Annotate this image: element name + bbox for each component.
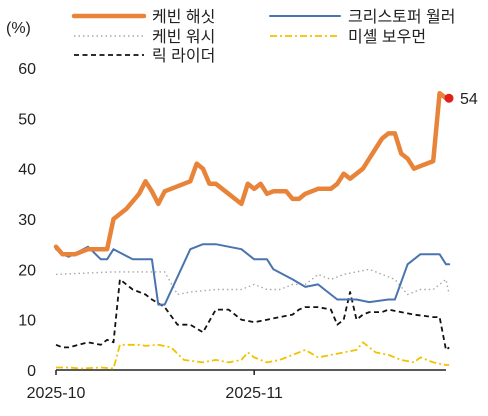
- y-tick-label: 30: [18, 212, 36, 229]
- end-point-marker: [444, 93, 454, 103]
- legend-label: 크리스토퍼 월러: [348, 8, 456, 26]
- x-axis: 2025-10 2025-11: [27, 369, 446, 402]
- series-line: [55, 278, 450, 351]
- y-axis-unit: (%): [6, 20, 31, 37]
- series-line: [55, 243, 451, 306]
- y-axis: 0 10 20 30 40 50 60: [18, 61, 36, 380]
- y-tick-label: 60: [18, 61, 36, 78]
- x-tick-label: 2025-11: [225, 385, 283, 402]
- series-line: [55, 268, 450, 296]
- legend-label: 케빈 해싯: [152, 8, 215, 26]
- y-tick-label: 40: [18, 162, 36, 179]
- series-line: [56, 341, 450, 370]
- legend-label: 미셸 보우먼: [348, 28, 426, 46]
- series-layer: [53, 90, 451, 370]
- y-tick-label: 50: [18, 111, 36, 128]
- x-tick-label: 2025-10: [27, 385, 86, 402]
- y-tick-label: 10: [18, 313, 36, 330]
- annotations: 54: [444, 91, 478, 108]
- legend-label: 릭 라이더: [152, 47, 215, 65]
- legend-label: 케빈 워시: [152, 28, 215, 46]
- y-tick-label: 0: [27, 363, 36, 380]
- series-line: [53, 90, 449, 257]
- end-value-label: 54: [460, 91, 478, 108]
- y-tick-label: 20: [18, 262, 36, 279]
